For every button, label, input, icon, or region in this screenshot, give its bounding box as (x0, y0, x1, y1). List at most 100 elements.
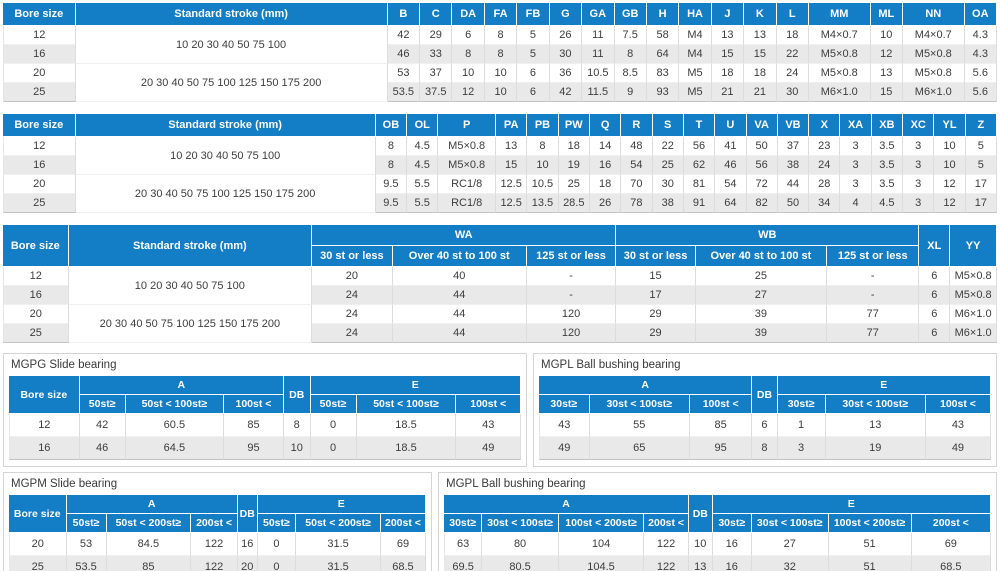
data-cell: 39 (695, 324, 827, 343)
data-cell: 16 (712, 556, 752, 571)
data-cell: 12 (3, 267, 69, 286)
data-cell: 1 (777, 414, 826, 437)
data-cell: 16 (3, 156, 76, 175)
header-cell: B (387, 3, 421, 26)
data-cell: M4 (679, 26, 712, 45)
table-row: 12 10 20 30 40 50 75 100 8 4.5 M5×0.8 13 8 18 14… (3, 137, 997, 175)
data-cell: 13 (496, 137, 528, 156)
table-row: 12 10 20 30 40 50 75 100 20 40-15 25-6 M5×0.8 (3, 267, 997, 305)
data-cell: 85 (224, 414, 284, 437)
data-cell: 77 (826, 324, 920, 343)
section-mgpl-ball-bushing-compact: MGPL Ball bushing bearing A DB E 30st≥ 30st … (438, 472, 997, 571)
header-cell: 200st < (911, 514, 991, 533)
data-cell: 24 (312, 324, 393, 343)
data-cell: 13 (744, 26, 777, 45)
data-cell: 0 (310, 414, 357, 437)
data-cell: 64.5 (125, 437, 225, 460)
header-cell: MM (808, 3, 871, 26)
data-cell: 26 (549, 26, 583, 45)
header-cell: 50st < 200st≥ (106, 514, 192, 533)
data-cell: 12 (9, 414, 80, 437)
data-cell: 32 (751, 556, 829, 571)
data-cell: 53.5 (66, 556, 107, 571)
mgpm-slide-bearing-table: Bore size A DB E 50st≥ 50st < 200st≥ 200st <50… (9, 495, 426, 571)
data-cell: 10 (870, 26, 903, 45)
header-cell: ML (870, 3, 903, 26)
data-cell: 8 (752, 437, 778, 460)
data-cell: 3 (903, 156, 935, 175)
data-cell: 51 (828, 556, 912, 571)
data-cell: 122 (644, 533, 690, 556)
data-cell: M4×0.7 (902, 26, 965, 45)
data-cell: 21 (711, 83, 745, 102)
data-cell: 4.3 (964, 45, 997, 64)
data-cell: 11.5 (582, 83, 615, 102)
data-cell: RC1/8 (438, 175, 496, 194)
header-cell: Bore size (3, 225, 69, 267)
header-cell: DB (752, 376, 778, 414)
data-cell: 8 (527, 137, 559, 156)
header-cell: 200st < (644, 514, 690, 533)
data-cell: 18 (776, 26, 809, 45)
data-cell: 4.5 (407, 137, 439, 156)
header-cell: 30st < 100st≥ (589, 395, 690, 414)
header-cell: WA (312, 225, 617, 246)
data-cell: 122 (644, 556, 690, 571)
data-cell: 37.5 (420, 83, 453, 102)
header-cell: E (257, 495, 426, 514)
data-cell: 13 (689, 556, 713, 571)
data-cell: 5 (517, 26, 550, 45)
section-title-mgpm: MGPM Slide bearing (11, 478, 118, 490)
data-cell: 3.5 (871, 137, 904, 156)
data-cell: 53 (387, 64, 421, 83)
header-cell: 50st < 200st≥ (296, 514, 381, 533)
data-cell: 14 (589, 137, 622, 156)
front-bearing-section-row: MGPG Slide bearing Bore size A DB E 50st≥ 50s… (3, 353, 997, 467)
section-mgpg-slide-bearing: MGPG Slide bearing Bore size A DB E 50st≥ 50s… (3, 353, 527, 467)
table-row: 25 53.5 37.5 12 10 6 42 11.5 9 93 M5 21 21 30 M6×1.0 15… (3, 83, 997, 102)
data-cell: 0 (310, 437, 357, 460)
data-cell: 37 (777, 137, 810, 156)
data-cell: 15 (496, 156, 528, 175)
data-cell: 69 (911, 533, 991, 556)
header-row: 30st≥ 30st < 100st≥ 100st < 200st≥ 200st <3… (444, 514, 991, 533)
header-cell: 50st≥ (310, 395, 357, 414)
data-cell: 4 (840, 194, 872, 213)
data-cell: 23 (809, 137, 841, 156)
data-cell: 40 (392, 267, 527, 286)
header-cell: PA (496, 114, 528, 137)
data-cell: 16 (3, 45, 76, 64)
data-cell: M6×1.0 (808, 83, 871, 102)
data-cell: 27 (695, 286, 827, 305)
header-cell: 100st < (689, 395, 753, 414)
data-cell: 51 (828, 533, 912, 556)
data-cell: 5 (965, 156, 997, 175)
data-cell: 31.5 (296, 533, 381, 556)
data-cell: 4.5 (871, 194, 904, 213)
data-cell: 22 (776, 45, 809, 64)
data-cell: 5.5 (407, 194, 439, 213)
data-cell: 39 (695, 305, 827, 324)
data-cell: 20 (312, 267, 393, 286)
data-cell: 12 (3, 26, 76, 45)
header-cell: OA (964, 3, 997, 26)
data-cell: 83 (646, 64, 680, 83)
data-cell: 18.5 (356, 437, 457, 460)
section-title-mgpl-compact: MGPL Ball bushing bearing (446, 478, 586, 490)
header-cell: 100st < 200st≥ (558, 514, 645, 533)
header-cell: OL (407, 114, 439, 137)
data-cell: 56 (683, 137, 716, 156)
basic-dimensions-table: Bore size Standard stroke (mm) B C DA FA FB G GA… (3, 3, 997, 102)
data-cell: 44 (392, 286, 527, 305)
header-row: 30 st or less Over 40 st to 100 st 125 st … (3, 246, 997, 267)
port-dimensions-table: Bore size Standard stroke (mm) OB OL P PA PB PW… (3, 114, 997, 213)
header-cell: DA (452, 3, 485, 26)
table-row: 12 42 60.5 85 8 0 18.5 43 (9, 414, 521, 437)
data-cell: 4.3 (964, 26, 997, 45)
data-cell: 6 (919, 267, 951, 286)
data-cell: 6 (919, 305, 951, 324)
data-cell: 46 (79, 437, 126, 460)
data-cell: 8.5 (614, 64, 647, 83)
header-cell: Over 40 st to 100 st (392, 246, 527, 267)
